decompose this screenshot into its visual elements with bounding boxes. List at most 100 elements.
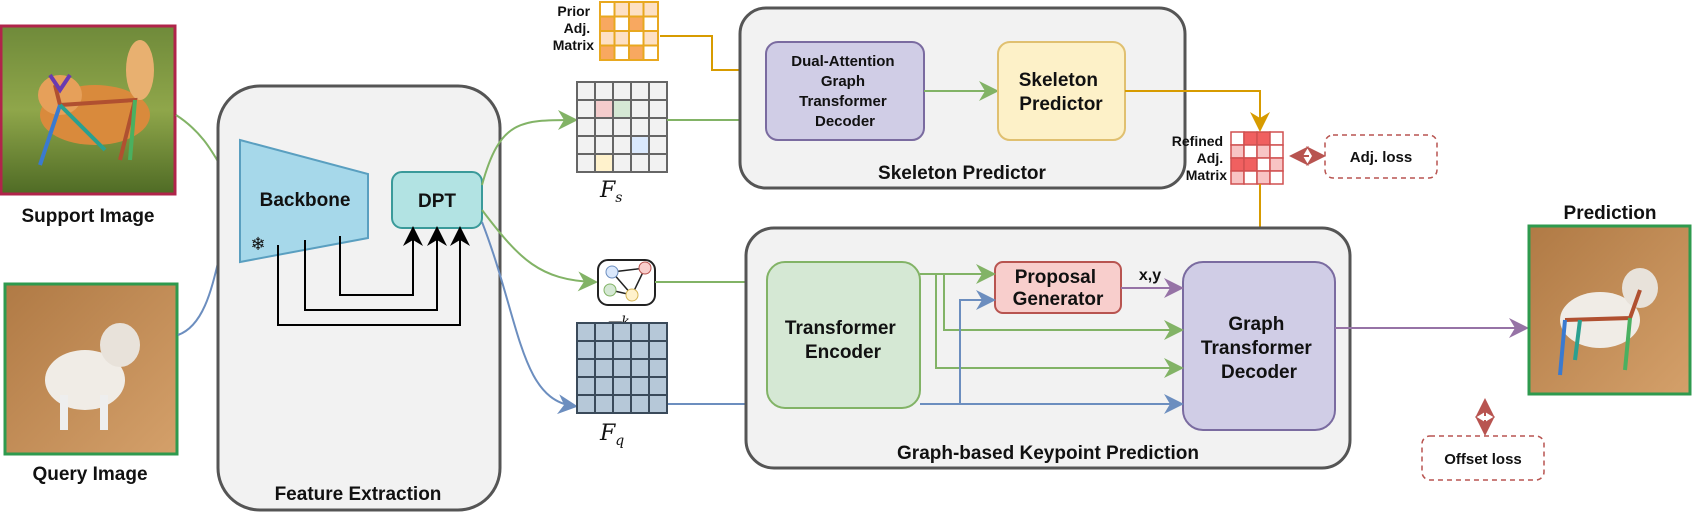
keypoint-prediction-title: Graph-based Keypoint Prediction (897, 443, 1199, 464)
matrix-cell (630, 99, 650, 119)
backbone-to-dpt-arrows (277, 226, 470, 326)
xy-label: x,y (1139, 267, 1161, 284)
matrix-cell (648, 358, 668, 378)
matrix-cell (1269, 144, 1284, 159)
matrix-cell (642, 30, 659, 47)
prior-to-decoder-arrow (660, 35, 768, 80)
matrix-cell (576, 81, 596, 101)
matrix-cell (648, 153, 668, 173)
matrix-cell (1256, 157, 1271, 172)
matrix-cell (594, 135, 614, 155)
matrix-cell (630, 394, 650, 414)
matrix-cell (1230, 144, 1245, 159)
skeleton-overlay (38, 73, 138, 166)
matrix-cell (1256, 170, 1271, 185)
transformer-encoder-label: Transformer Encoder (785, 318, 901, 363)
matrix-cell (613, 15, 630, 32)
matrix-cell (612, 117, 632, 137)
fs-label: Fs (599, 178, 622, 206)
support-image (0, 24, 177, 196)
transformer-encoder (766, 261, 921, 409)
matrix-cell (576, 99, 596, 119)
matrix-cell (642, 1, 659, 18)
matrix-cell (1256, 144, 1271, 159)
matrix-cell (599, 30, 616, 47)
matrix-cell (642, 44, 659, 61)
matrix-cell (576, 153, 596, 173)
matrix-cell (630, 135, 650, 155)
matrix-cell (1243, 170, 1258, 185)
matrix-cell (599, 44, 616, 61)
matrix-cell (1230, 170, 1245, 185)
matrix-cell (630, 322, 650, 342)
dpt-label: DPT (418, 191, 456, 212)
graph-transformer-decoder-label: Graph Transformer Decoder (1201, 314, 1317, 383)
graph-transformer-decoder (1182, 261, 1336, 431)
matrix-cell (576, 340, 596, 360)
prior-adj-matrix (599, 1, 659, 61)
matrix-cell (648, 394, 668, 414)
matrix-cell (642, 15, 659, 32)
dpt-to-fq-arrow (481, 221, 578, 415)
prediction-image (1527, 224, 1692, 396)
matrix-cell (612, 322, 632, 342)
query-image-label: Query Image (32, 464, 147, 485)
matrix-cell (630, 117, 650, 137)
matrix-cell (594, 322, 614, 342)
adj-loss-label: Adj. loss (1350, 149, 1413, 166)
matrix-cell (576, 135, 596, 155)
matrix-cell (1243, 157, 1258, 172)
matrix-cell (594, 394, 614, 414)
matrix-cell (630, 376, 650, 396)
matrix-cell (1230, 157, 1245, 172)
matrix-cell (576, 394, 596, 414)
dpt-to-fsk-arrow (481, 209, 598, 292)
backbone (239, 138, 369, 264)
matrix-cell (1256, 131, 1271, 146)
matrix-cell (612, 81, 632, 101)
matrix-cell (628, 44, 645, 61)
matrix-cell (612, 394, 632, 414)
matrix-cell (1269, 170, 1284, 185)
dpt-to-fs-arrow (481, 110, 578, 186)
matrix-cell (630, 340, 650, 360)
matrix-cell (630, 358, 650, 378)
matrix-cell (576, 376, 596, 396)
offset-loss-label: Offset loss (1444, 451, 1522, 468)
matrix-cell (1243, 131, 1258, 146)
matrix-cell (1269, 131, 1284, 146)
matrix-cell (599, 15, 616, 32)
backbone-label: Backbone (260, 190, 351, 211)
matrix-cell (630, 153, 650, 173)
fq-feature-grid (576, 322, 668, 414)
matrix-cell (648, 340, 668, 360)
matrix-cell (594, 81, 614, 101)
matrix-cell (648, 376, 668, 396)
feature-extraction-title: Feature Extraction (275, 484, 442, 505)
matrix-cell (594, 99, 614, 119)
matrix-cell (594, 340, 614, 360)
matrix-cell (1269, 157, 1284, 172)
matrix-cell (628, 1, 645, 18)
matrix-cell (612, 340, 632, 360)
matrix-cell (594, 117, 614, 137)
fsk-keypoint-graph (597, 259, 656, 306)
matrix-cell (1243, 144, 1258, 159)
prior-matrix-label: Prior Adj. Matrix (553, 3, 594, 53)
matrix-cell (628, 30, 645, 47)
skeleton-predictor-module-label: Skeleton Predictor (1019, 70, 1104, 115)
matrix-cell (648, 117, 668, 137)
matrix-cell (1230, 131, 1245, 146)
refined-adj-matrix (1230, 131, 1284, 185)
matrix-cell (576, 322, 596, 342)
matrix-cell (594, 376, 614, 396)
matrix-cell (613, 1, 630, 18)
refined-matrix-label: Refined Adj. Matrix (1172, 133, 1227, 183)
matrix-cell (594, 153, 614, 173)
matrix-cell (612, 99, 632, 119)
matrix-cell (612, 153, 632, 173)
matrix-cell (612, 135, 632, 155)
fq-label: Fq (599, 421, 624, 449)
fs-feature-grid (576, 81, 668, 173)
